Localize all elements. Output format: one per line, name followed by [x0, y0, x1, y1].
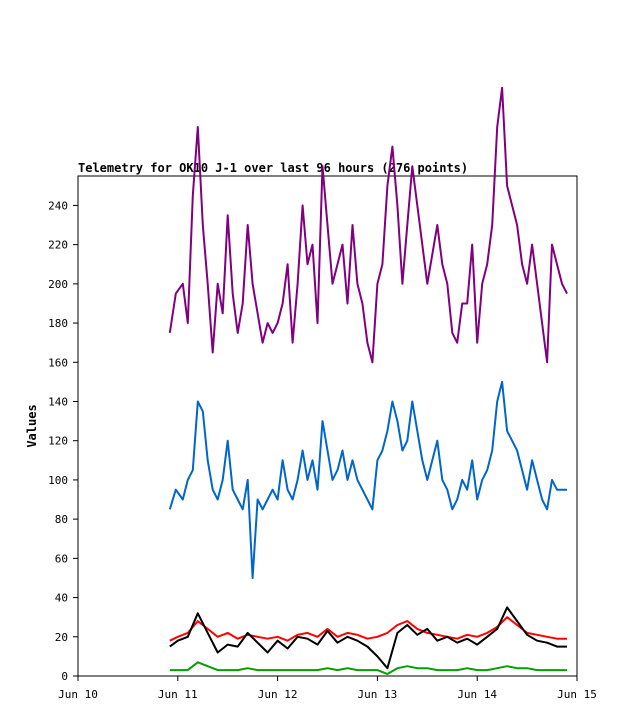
x-tick-label: Jun 11 [158, 688, 198, 701]
series-line-3 [169, 616, 567, 642]
x-tick-label: Jun 14 [457, 688, 497, 701]
x-axis: Jun 10 Jun 11 Jun 12 Jun 13 Jun 14 Jun 15 [58, 676, 597, 701]
series-line-2 [168, 380, 567, 579]
plot-area [77, 175, 578, 677]
y-tick-label: 140 [48, 395, 68, 408]
y-tick-label: 60 [55, 552, 68, 565]
y-tick-label: 160 [48, 356, 68, 369]
y-tick-label: 80 [55, 513, 68, 526]
y-tick-label: 120 [48, 435, 68, 448]
y-axis: 0 20 40 60 80 100 120 140 160 180 200 220 240 [48, 199, 78, 683]
series-line-5 [169, 661, 567, 675]
y-tick-label: 180 [48, 317, 68, 330]
x-tick-label: Jun 12 [258, 688, 298, 701]
series-line-1 [168, 86, 568, 364]
x-tick-label: Jun 10 [58, 688, 98, 701]
chart-title: Telemetry for OK10 J-1 over last 96 hour… [78, 161, 468, 175]
y-tick-label: 220 [48, 239, 68, 252]
series-line-4 [169, 606, 567, 670]
y-tick-label: 200 [48, 278, 68, 291]
y-tick-label: 20 [55, 631, 68, 644]
y-tick-label: 100 [48, 474, 68, 487]
x-tick-label: Jun 13 [358, 688, 398, 701]
y-axis-title: Values [25, 404, 39, 447]
series-layer [168, 86, 568, 675]
y-tick-label: 240 [48, 199, 68, 212]
x-tick-label: Jun 15 [557, 688, 597, 701]
y-tick-label: 0 [61, 670, 68, 683]
y-tick-label: 40 [55, 592, 68, 605]
